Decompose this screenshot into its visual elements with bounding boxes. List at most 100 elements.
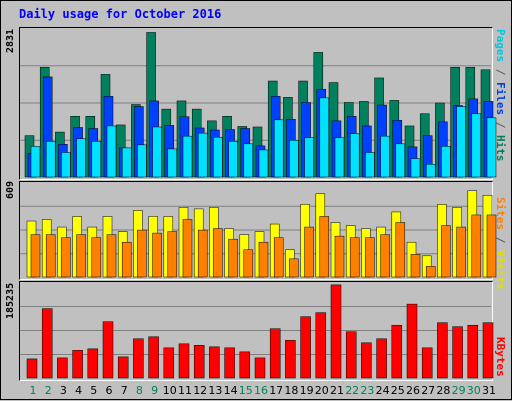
bar-kbytes-day-26 [406, 303, 418, 379]
bar-sites-day-4 [76, 234, 86, 278]
day-label-12: 12 [193, 384, 207, 397]
bar-sites-day-23 [365, 237, 375, 278]
bar-kbytes-day-3 [57, 357, 68, 379]
day-label-1: 1 [30, 384, 37, 397]
bar-pages-day-6 [106, 125, 117, 178]
day-label-29: 29 [452, 384, 466, 397]
bar-pages-day-13 [213, 136, 223, 178]
bar-sites-day-10 [167, 231, 178, 278]
bar-kbytes-day-20 [315, 312, 327, 379]
bar-pages-day-30 [471, 113, 482, 178]
bar-kbytes-day-29 [452, 326, 463, 379]
day-label-30: 30 [467, 384, 481, 397]
bar-sites-day-28 [441, 225, 451, 278]
bar-pages-day-5 [91, 141, 102, 178]
day-label-8: 8 [136, 384, 143, 397]
bar-pages-day-29 [456, 106, 466, 178]
bar-kbytes-day-9 [148, 336, 159, 379]
bar-kbytes-day-30 [467, 324, 479, 379]
day-label-2: 2 [45, 384, 52, 397]
bar-kbytes-day-11 [178, 343, 190, 379]
bar-pages-day-19 [304, 137, 314, 178]
day-label-20: 20 [315, 384, 329, 397]
day-label-5: 5 [90, 384, 97, 397]
bar-kbytes-day-17 [269, 328, 281, 379]
day-label-9: 9 [151, 384, 158, 397]
bar-kbytes-day-8 [133, 338, 144, 379]
chart-title: Daily usage for October 2016 [19, 7, 222, 21]
bar-sites-day-22 [349, 237, 360, 278]
bar-kbytes-day-22 [345, 331, 357, 379]
bar-pages-day-4 [76, 138, 86, 178]
bar-kbytes-day-12 [193, 345, 205, 379]
bar-pages-day-21 [334, 137, 345, 178]
day-label-13: 13 [208, 384, 222, 397]
bar-pages-day-22 [349, 133, 360, 178]
bar-kbytes-day-1 [26, 358, 38, 379]
bar-sites-day-1 [30, 234, 41, 278]
day-label-15: 15 [239, 384, 253, 397]
day-label-10: 10 [163, 384, 177, 397]
bar-kbytes-day-27 [421, 347, 433, 379]
bar-sites-day-12 [197, 229, 208, 278]
bar-pages-day-24 [380, 135, 390, 178]
bar-pages-day-1 [30, 146, 41, 178]
day-label-4: 4 [75, 384, 82, 397]
bar-kbytes-day-13 [209, 346, 220, 379]
bar-pages-day-2 [45, 141, 56, 178]
bar-pages-day-3 [61, 152, 71, 178]
bar-pages-day-7 [121, 147, 132, 178]
bar-kbytes-day-31 [482, 322, 494, 379]
bar-pages-day-15 [243, 143, 254, 178]
bar-sites-day-29 [456, 226, 466, 278]
bar-sites-day-18 [289, 258, 299, 278]
bar-sites-day-20 [319, 216, 330, 278]
bar-sites-day-15 [243, 249, 254, 278]
day-label-25: 25 [391, 384, 405, 397]
day-label-19: 19 [300, 384, 314, 397]
day-label-22: 22 [345, 384, 359, 397]
bar-sites-day-26 [410, 254, 421, 278]
bar-pages-day-11 [182, 135, 193, 178]
bar-sites-day-27 [425, 266, 436, 278]
day-label-7: 7 [121, 384, 128, 397]
bar-pages-day-23 [365, 152, 375, 178]
bar-kbytes-day-5 [87, 348, 99, 379]
day-label-17: 17 [269, 384, 283, 397]
bar-sites-day-9 [152, 232, 162, 278]
day-label-21: 21 [330, 384, 344, 397]
day-label-14: 14 [224, 384, 238, 397]
day-label-3: 3 [60, 384, 67, 397]
bar-pages-day-26 [410, 158, 421, 178]
bar-pages-day-16 [258, 149, 269, 178]
bar-kbytes-day-23 [361, 342, 372, 379]
day-label-28: 28 [436, 384, 450, 397]
bar-pages-day-9 [152, 126, 162, 178]
day-label-24: 24 [376, 384, 390, 397]
bar-kbytes-day-6 [102, 321, 114, 379]
bar-sites-day-25 [395, 222, 406, 278]
bar-kbytes-day-19 [300, 316, 311, 379]
bar-sites-day-11 [182, 219, 193, 278]
bar-sites-day-2 [45, 234, 56, 278]
bar-kbytes-day-18 [285, 340, 296, 379]
bar-sites-day-24 [380, 234, 390, 278]
bar-sites-day-17 [273, 237, 284, 278]
bar-kbytes-day-15 [239, 351, 251, 379]
day-label-27: 27 [421, 384, 435, 397]
bar-kbytes-day-28 [437, 322, 448, 379]
bar-sites-day-3 [61, 237, 71, 278]
bar-pages-day-8 [137, 144, 147, 178]
day-label-6: 6 [106, 384, 113, 397]
bar-kbytes-day-21 [330, 284, 342, 379]
bar-pages-day-17 [273, 119, 284, 178]
bar-kbytes-day-4 [72, 350, 83, 379]
bar-kbytes-day-16 [254, 357, 266, 379]
day-label-23: 23 [360, 384, 374, 397]
bar-pages-day-25 [395, 143, 406, 178]
bar-pages-day-31 [486, 117, 497, 178]
day-label-11: 11 [178, 384, 192, 397]
bar-kbytes-day-7 [117, 356, 129, 379]
